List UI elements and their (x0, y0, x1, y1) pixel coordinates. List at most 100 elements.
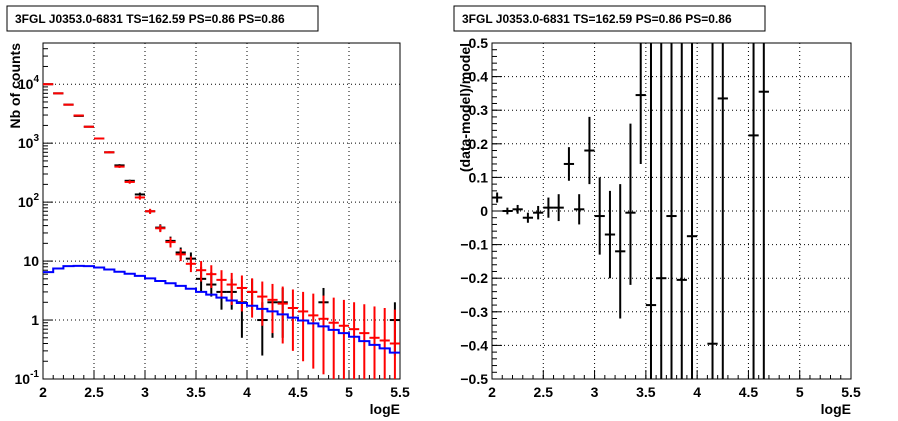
y-tick-exponent: 4 (33, 74, 39, 85)
model-point (124, 180, 135, 184)
x-tick-label: 5.5 (841, 384, 861, 400)
model-point (94, 137, 105, 140)
y-tick-label: 102 (18, 192, 40, 210)
model-point (298, 291, 309, 362)
y-tick-exponent: 2 (33, 192, 39, 203)
x-tick-label: 4 (693, 384, 701, 400)
x-tick-label: 4.5 (739, 384, 759, 400)
x-tick-label: 2 (488, 384, 496, 400)
model-point (318, 295, 329, 375)
model-point (206, 265, 217, 288)
y-axis-title: Nb of counts (7, 43, 23, 129)
chart-title: 3FGL J0353.0-6831 TS=162.59 PS=0.86 PS=0… (15, 12, 285, 26)
x-tick-label: 3.5 (636, 384, 656, 400)
x-tick-label: 3 (591, 384, 599, 400)
residual-point (758, 43, 769, 379)
model-point (165, 237, 176, 248)
model-point (349, 302, 360, 379)
y-tick-label: −0.3 (460, 304, 488, 320)
x-tick-label: 2.5 (84, 384, 104, 400)
model-point (369, 306, 380, 379)
counts-panel: 3FGL J0353.0-6831 TS=162.59 PS=0.86 PS=0… (6, 5, 410, 417)
model-point (247, 278, 258, 318)
x-tick-label: 2.5 (534, 384, 554, 400)
y-tick-label: 10-1 (15, 369, 40, 387)
y-tick-label: 0.2 (469, 136, 489, 152)
model-point (308, 293, 319, 369)
model-point (257, 281, 268, 326)
x-tick-label: 5.5 (390, 384, 410, 400)
residual-point (594, 177, 605, 255)
residual-point (522, 212, 534, 223)
y-tick-label: 0.5 (469, 35, 489, 51)
chart-title: 3FGL J0353.0-6831 TS=162.59 PS=0.86 PS=0… (462, 12, 732, 26)
residual-point (584, 116, 595, 185)
model-point (155, 224, 166, 233)
residual-point (748, 43, 759, 379)
model-point (145, 208, 156, 214)
model-point (185, 256, 196, 273)
residual-point (574, 194, 585, 225)
model-point (114, 165, 125, 168)
title-box (453, 5, 766, 32)
residual-point (502, 207, 513, 215)
model-point (104, 151, 115, 154)
x-tick-label: 5 (345, 384, 353, 400)
y-tick-label: 103 (18, 133, 40, 151)
x-axis-title: logE (370, 401, 400, 417)
y-tick-label: −0.5 (460, 371, 488, 387)
background-model-histogram (43, 264, 400, 354)
model-point (53, 92, 64, 95)
model-point (267, 283, 278, 334)
model-point (216, 270, 227, 297)
y-axis-title: (data-model)/model (457, 43, 473, 172)
residual-point (676, 43, 687, 379)
residual-point (666, 43, 677, 379)
y-tick-label: 10 (23, 253, 39, 269)
plot-frame (42, 42, 401, 380)
y-tick-label: 0.1 (469, 169, 489, 185)
y-tick-base: 10 (18, 194, 34, 210)
residual-point (635, 43, 646, 164)
y-tick-label: 0 (480, 203, 488, 219)
residual-point (604, 190, 616, 279)
x-axis-title: logE (821, 401, 851, 417)
x-tick-label: 5 (796, 384, 804, 400)
residual-point (615, 184, 626, 319)
x-tick-label: 2 (39, 384, 47, 400)
residual-point (512, 204, 523, 214)
y-tick-base: 10 (23, 253, 39, 269)
x-tick-label: 3.5 (186, 384, 206, 400)
model-point (389, 309, 400, 379)
y-tick-base: 10 (15, 371, 31, 387)
residual-point (656, 43, 667, 379)
title-box (6, 5, 319, 32)
model-point (196, 261, 207, 282)
residual-point (533, 205, 544, 220)
model-point (83, 125, 94, 128)
x-tick-label: 3 (141, 384, 149, 400)
model-point (134, 195, 145, 200)
residuals-panel: 3FGL J0353.0-6831 TS=162.59 PS=0.86 PS=0… (453, 5, 861, 417)
residual-point (707, 43, 718, 379)
residual-point (563, 147, 575, 181)
model-point (43, 83, 54, 86)
model-point (236, 275, 247, 312)
model-point (287, 289, 298, 351)
y-tick-label: 0.3 (469, 102, 489, 118)
y-tick-base: 1 (31, 312, 39, 328)
y-tick-exponent: -1 (30, 369, 39, 380)
model-point (175, 249, 186, 262)
residual-point (492, 192, 503, 203)
y-tick-label: 104 (18, 74, 40, 92)
y-tick-exponent: 3 (33, 133, 39, 144)
residual-point (686, 43, 698, 379)
x-tick-label: 4.5 (288, 384, 308, 400)
model-point (379, 308, 390, 379)
y-tick-label: −0.2 (460, 270, 488, 286)
y-tick-label: −0.4 (460, 337, 488, 353)
model-point (63, 103, 74, 106)
residual-point (625, 123, 636, 285)
y-tick-base: 10 (18, 76, 34, 92)
